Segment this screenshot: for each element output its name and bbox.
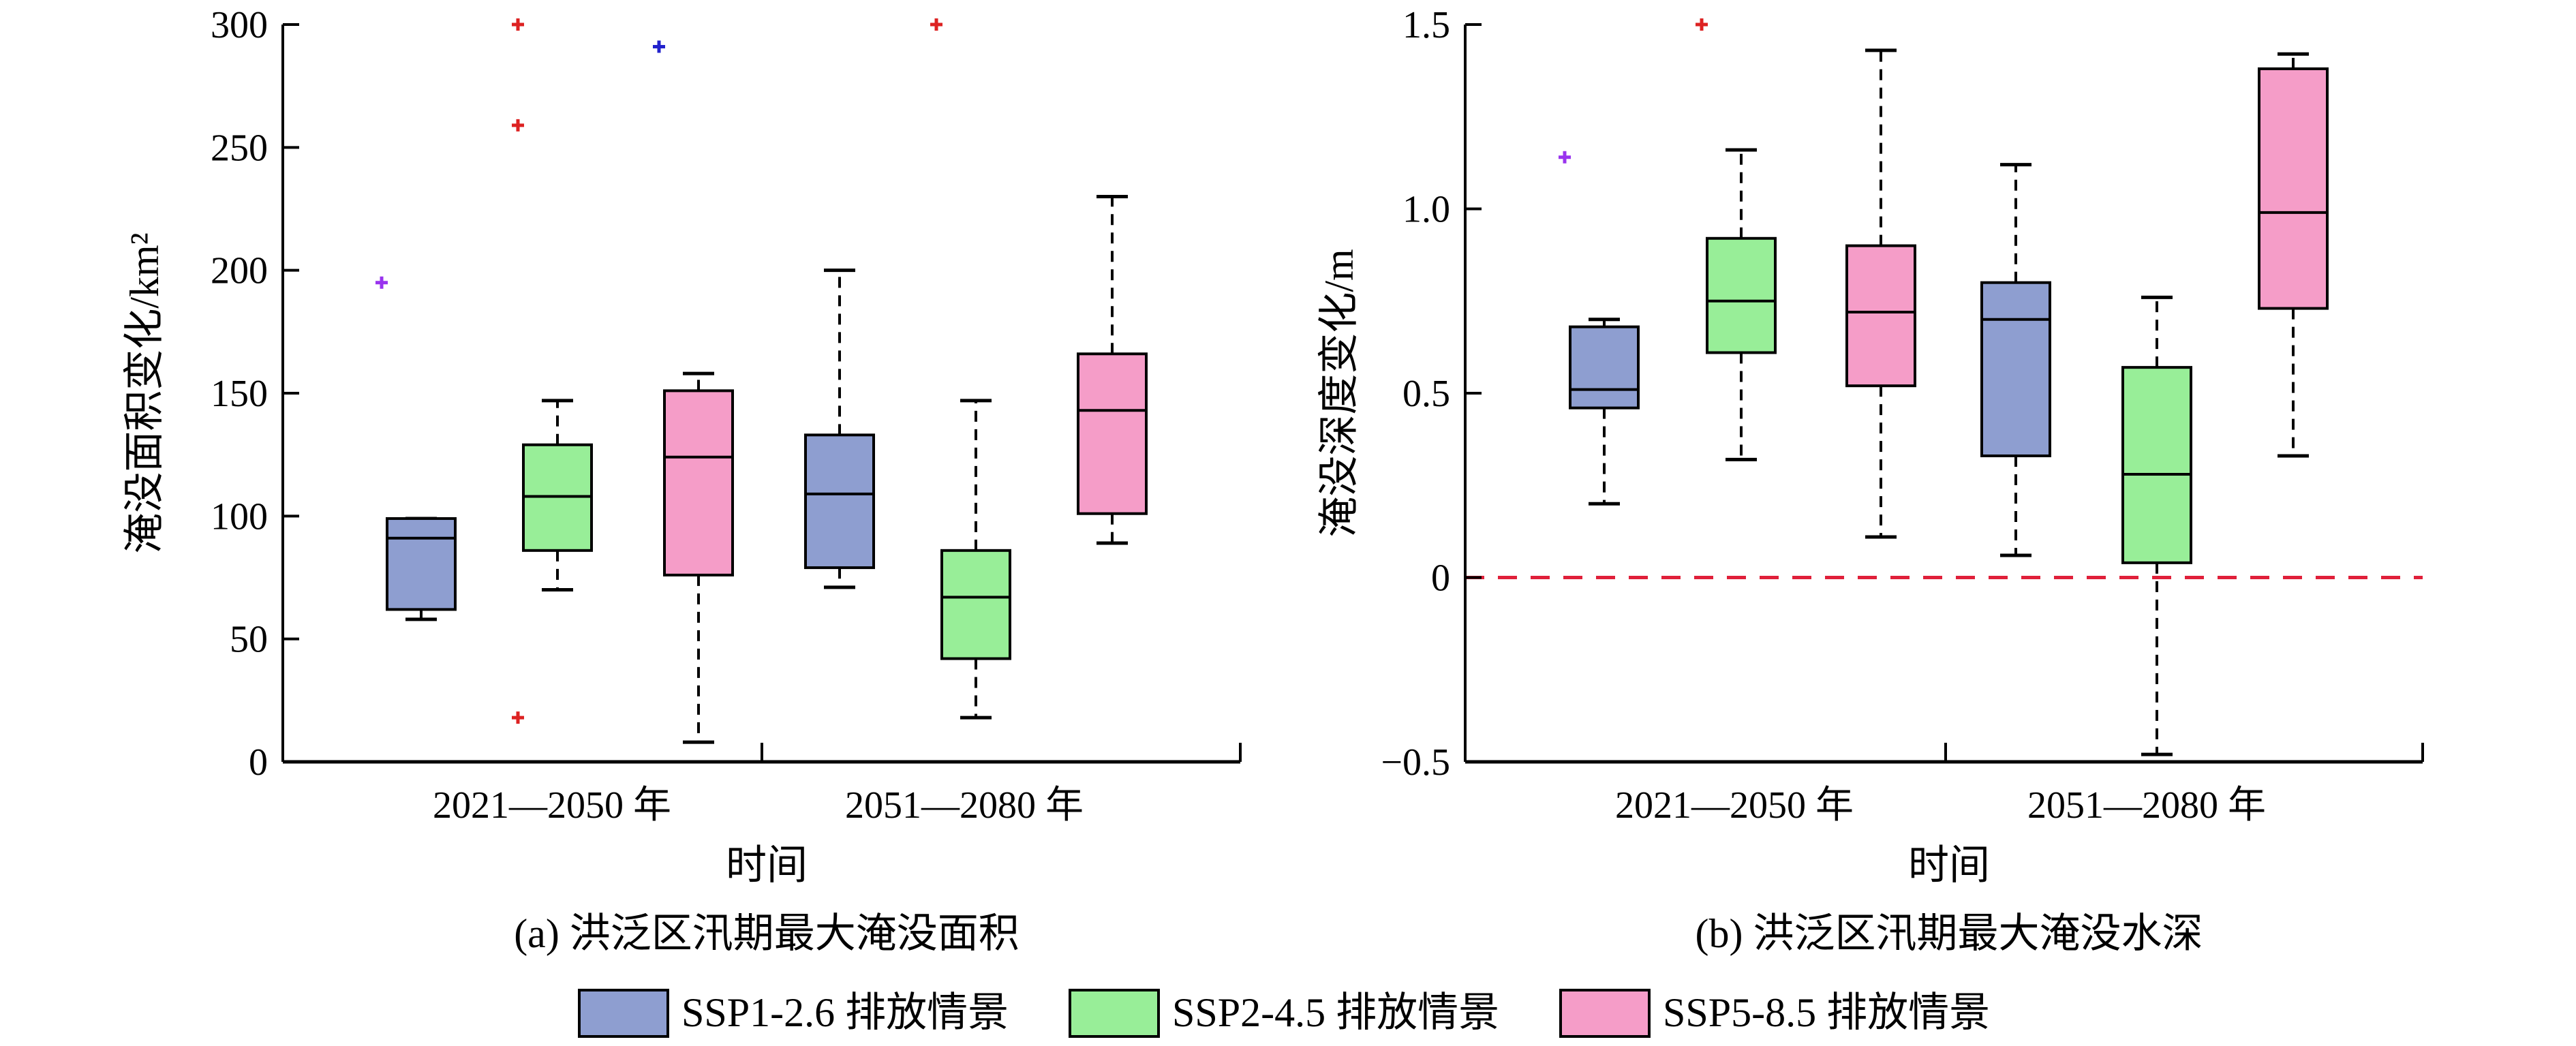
boxplot-1-group-2 — [804, 268, 875, 589]
outlier-marker — [653, 40, 665, 53]
panel-caption: (a) 洪泛区汛期最大淹没面积 — [514, 911, 1019, 956]
boxplot-3-group-1 — [1845, 48, 1916, 539]
x-group-label: 2051—2080 年 — [2027, 784, 2266, 827]
box-iqr — [386, 517, 457, 611]
box-iqr — [1077, 352, 1148, 515]
outlier-marker — [930, 18, 942, 31]
x-group-label: 2021—2050 年 — [1615, 784, 1854, 827]
x-axis-label: 时间 — [726, 843, 808, 888]
legend: SSP1-2.6 排放情景 SSP2-4.5 排放情景 SSP5-8.5 排放情景 — [578, 989, 1990, 1038]
outlier-marker — [375, 276, 388, 289]
legend-label: SSP2-4.5 排放情景 — [1172, 990, 1499, 1035]
box-iqr — [1845, 244, 1916, 388]
outlier-marker — [1559, 151, 1571, 164]
x-axis-label: 时间 — [1908, 843, 1990, 888]
legend-swatch — [578, 989, 669, 1038]
y-tick-label: −0.5 — [1381, 741, 1450, 784]
boxplot-3-group-2 — [2258, 52, 2329, 458]
y-tick-label: 50 — [230, 619, 268, 661]
y-tick-label: 1.0 — [1402, 189, 1450, 231]
boxplot-3-group-1 — [653, 40, 734, 744]
box-iqr — [1706, 236, 1777, 354]
panel-b-chart: −0.5 0 0.5 1.0 1.5 淹没深度变化/m 2021—2050 年 2051—20… — [1317, 4, 2424, 956]
box-iqr — [663, 389, 734, 576]
legend-swatch — [1069, 989, 1160, 1038]
outlier-marker — [512, 18, 524, 31]
outlier-marker — [512, 711, 524, 724]
boxplot-2-group-1 — [1696, 18, 1777, 461]
y-tick-label: 0.5 — [1402, 373, 1450, 415]
box-iqr — [2121, 366, 2192, 564]
boxplot-2-group-1 — [512, 18, 593, 724]
box-iqr — [940, 549, 1011, 660]
boxplot-1-group-1 — [375, 276, 457, 621]
panel-a-chart: 0 50 100 150 200 250 300 淹没面积变化/km² 2021—2050 年 2… — [122, 4, 1242, 956]
legend-swatch — [1559, 989, 1651, 1038]
x-group-label: 2021—2050 年 — [433, 784, 671, 827]
y-tick-label: 300 — [211, 4, 268, 46]
y-axis-label: 淹没面积变化/km² — [122, 232, 167, 553]
outlier-marker — [1696, 18, 1708, 31]
y-tick-label: 150 — [211, 373, 268, 415]
boxplot-2-group-2 — [930, 18, 1011, 720]
box-iqr — [1569, 325, 1640, 410]
box-iqr — [1980, 281, 2051, 457]
y-tick-label: 100 — [211, 495, 268, 538]
panel-caption: (b) 洪泛区汛期最大淹没水深 — [1696, 911, 2203, 956]
boxplot-2-group-2 — [2121, 295, 2192, 756]
legend-label: SSP1-2.6 排放情景 — [681, 990, 1009, 1035]
y-tick-label: 0 — [249, 741, 268, 784]
x-group-label: 2051—2080 年 — [845, 784, 1084, 827]
y-axis-label: 淹没深度变化/m — [1317, 249, 1362, 537]
boxplot-1-group-1 — [1559, 151, 1640, 506]
legend-label: SSP5-8.5 排放情景 — [1663, 990, 1990, 1035]
outlier-marker — [512, 119, 524, 132]
box-iqr — [804, 433, 875, 570]
y-tick-label: 250 — [211, 127, 268, 169]
box-iqr — [2258, 67, 2329, 310]
y-tick-label: 1.5 — [1402, 4, 1450, 46]
boxplot-1-group-2 — [1980, 163, 2051, 557]
y-tick-label: 200 — [211, 250, 268, 292]
y-tick-label: 0 — [1431, 557, 1450, 600]
boxplot-3-group-2 — [1077, 194, 1148, 545]
